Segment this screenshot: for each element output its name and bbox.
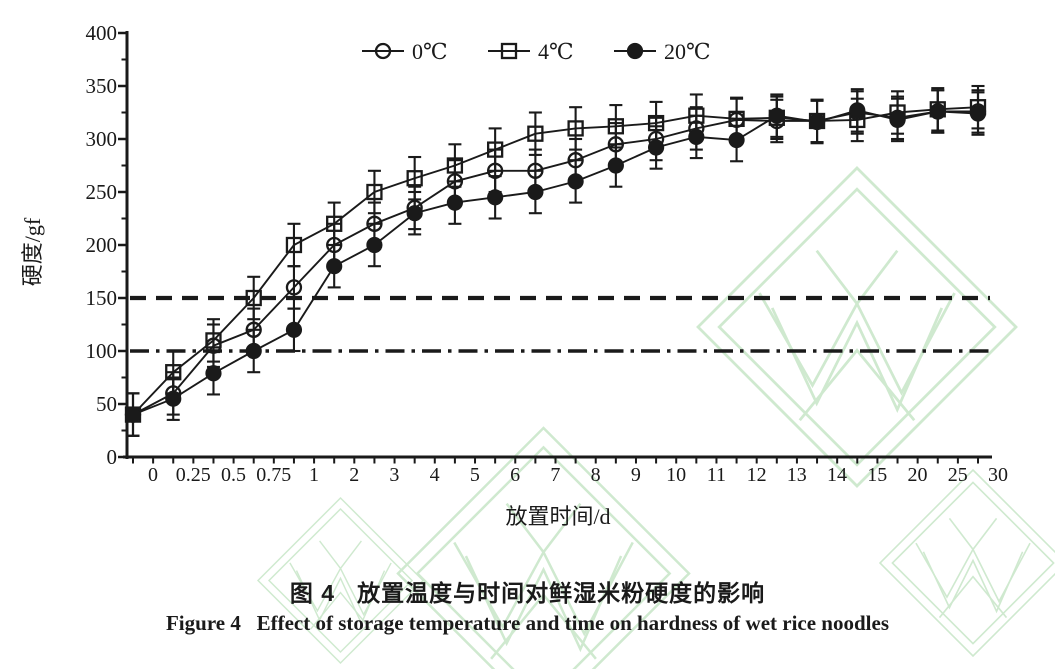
x-tick-label: 8 (591, 464, 601, 486)
data-point-20℃ (728, 131, 745, 149)
data-point-20℃ (285, 321, 303, 338)
x-tick-label: 0 (148, 464, 158, 486)
x-tick-label: 4 (430, 464, 440, 486)
data-point-20℃ (607, 157, 624, 174)
data-point-20℃ (889, 111, 906, 129)
x-tick-label: 11 (707, 464, 726, 486)
legend-label: 4℃ (538, 39, 574, 64)
x-tick-label: 13 (787, 464, 807, 486)
x-tick-label: 0.75 (256, 464, 291, 486)
y-tick-labels: 0 50 100 150 200 250 300 350 400 (86, 21, 118, 469)
data-point-4℃ (527, 125, 544, 142)
series-20℃ (124, 88, 987, 437)
data-point-20℃ (366, 236, 383, 254)
data-point-20℃ (688, 128, 705, 145)
x-tick-label: 3 (389, 464, 399, 486)
series-line-20℃ (132, 109, 979, 416)
series-line-4℃ (132, 106, 979, 416)
x-tick-label: 14 (827, 464, 847, 486)
data-point-20℃ (567, 173, 584, 190)
data-point-20℃ (929, 103, 946, 120)
data-point-20℃ (768, 107, 785, 124)
y-tick-label: 300 (86, 127, 118, 151)
data-point-4℃ (285, 236, 303, 254)
axes (123, 31, 992, 459)
legend-marker-open-square-icon (500, 42, 518, 60)
y-tick-label: 250 (86, 180, 118, 204)
y-tick-label: 0 (107, 445, 118, 469)
data-point-4℃ (326, 215, 343, 232)
data-point-20℃ (849, 102, 866, 119)
legend-item-4℃: 4℃ (488, 39, 574, 64)
data-point-20℃ (124, 406, 142, 423)
data-point-20℃ (969, 105, 987, 122)
y-tick-label: 200 (86, 233, 118, 257)
x-tick-label: 0.5 (221, 464, 246, 486)
y-tick-label: 400 (86, 21, 118, 45)
data-point-4℃ (567, 120, 584, 137)
x-axis-ticks (132, 457, 979, 464)
data-point-20℃ (487, 189, 504, 206)
data-point-20℃ (205, 365, 222, 382)
x-tick-label: 2 (349, 464, 359, 486)
data-point-0℃ (285, 279, 303, 296)
x-tick-label: 1 (309, 464, 319, 486)
y-tick-label: 150 (86, 286, 118, 310)
data-point-20℃ (326, 258, 343, 275)
x-tick-label: 9 (631, 464, 641, 486)
data-point-4℃ (406, 170, 423, 187)
x-axis-title: 放置时间/d (505, 504, 610, 529)
axis-titles: 硬度/gf 放置时间/d (20, 217, 611, 529)
x-tick-label: 6 (510, 464, 520, 486)
series-line-0℃ (132, 110, 978, 416)
caption-zh: 图 4 放置温度与时间对鲜湿米粉硬度的影响 (289, 580, 766, 606)
legend-item-0℃: 0℃ (362, 39, 448, 64)
data-point-20℃ (527, 183, 544, 201)
data-point-20℃ (406, 205, 423, 222)
x-tick-labels: 0 0.25 0.5 0.75 1 2 3 4 5 6 7 8 9 10 11 12 13 14 15 20 25 30 (148, 464, 1008, 486)
x-tick-label: 10 (666, 464, 686, 486)
data-point-4℃ (245, 289, 262, 307)
y-axis-title: 硬度/gf (20, 217, 45, 286)
x-tick-label: 15 (867, 464, 887, 486)
data-point-4℃ (205, 332, 222, 349)
data-point-20℃ (647, 139, 665, 156)
data-point-20℃ (245, 342, 262, 360)
y-tick-label: 350 (86, 74, 118, 98)
data-point-4℃ (366, 183, 383, 201)
legend-marker-filled-circle-icon (626, 42, 644, 60)
x-tick-label: 12 (747, 464, 767, 486)
legend-marker-open-circle-icon (374, 42, 392, 60)
data-point-20℃ (165, 390, 182, 407)
x-tick-label: 0.25 (176, 464, 211, 486)
x-tick-label: 20 (908, 464, 928, 486)
data-point-4℃ (486, 141, 504, 158)
y-axis-ticks (118, 31, 127, 459)
data-point-4℃ (607, 118, 625, 135)
data-point-20℃ (446, 194, 464, 211)
y-tick-label: 50 (96, 392, 117, 416)
x-tick-label: 5 (470, 464, 480, 486)
data-point-4℃ (446, 157, 464, 174)
legend: 0℃ 4℃ 20℃ (362, 39, 711, 64)
reference-lines (130, 295, 990, 353)
data-point-20℃ (808, 113, 826, 131)
x-tick-label: 30 (988, 464, 1008, 486)
y-tick-label: 100 (86, 339, 118, 363)
x-tick-label: 7 (550, 464, 560, 486)
legend-label: 20℃ (664, 39, 711, 64)
x-tick-label: 25 (948, 464, 968, 486)
legend-label: 0℃ (412, 39, 448, 64)
legend-item-20℃: 20℃ (614, 39, 711, 64)
caption-en: Figure 4 Effect of storage temperature a… (165, 611, 889, 635)
series-4℃ (124, 84, 987, 437)
